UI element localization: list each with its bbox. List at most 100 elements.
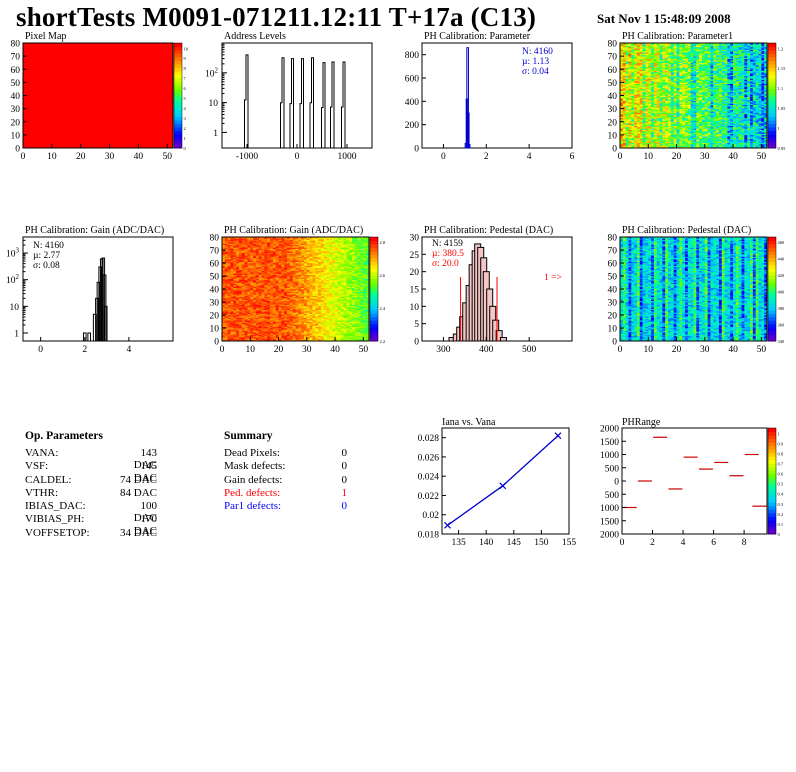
heatmap-cell: [755, 138, 759, 141]
heatmap-cell: [659, 141, 663, 144]
heatmap-cell: [750, 113, 754, 116]
heatmap-cell: [236, 265, 240, 268]
heatmap-cell: [651, 88, 655, 91]
heatmap-cell: [238, 337, 243, 339]
heatmap-cell: [659, 130, 663, 133]
heatmap-cell: [233, 239, 237, 242]
heatmap-cell: [230, 300, 234, 303]
heatmap-cell: [687, 71, 691, 74]
heatmap-cell: [761, 70, 765, 73]
heatmap-cell: [687, 123, 691, 125]
heatmap-cell: [721, 52, 725, 54]
heatmap-cell: [682, 75, 686, 78]
heatmap-cell: [707, 50, 711, 53]
heatmap-cell: [224, 253, 228, 256]
heatmap-cell: [651, 132, 655, 134]
heatmap-cell: [764, 88, 768, 91]
heatmap-cell: [227, 281, 231, 283]
heatmap-cell: [636, 62, 641, 65]
heatmap-cell: [738, 140, 742, 142]
heatmap-cell: [662, 82, 666, 84]
heatmap-cell: [653, 123, 658, 125]
heatmap-cell: [648, 70, 652, 73]
heatmap-cell: [758, 49, 762, 52]
heatmap-cell: [738, 73, 742, 75]
heatmap-cell: [662, 70, 666, 73]
heatmap-cell: [679, 79, 683, 82]
heatmap-cell: [727, 56, 731, 58]
heatmap-cell: [716, 86, 720, 88]
heatmap-cell: [238, 321, 243, 324]
heatmap-cell: [642, 144, 646, 146]
heatmap-cell: [724, 104, 728, 107]
heatmap-cell: [636, 92, 641, 95]
heatmap-cell: [634, 136, 638, 138]
heatmap-cell: [653, 112, 658, 115]
heatmap-cell: [682, 52, 686, 54]
heatmap-cell: [758, 92, 762, 95]
heatmap-cell: [707, 102, 711, 104]
heatmap-cell: [744, 43, 748, 45]
heatmap-cell: [710, 115, 714, 117]
heatmap-cell: [718, 61, 723, 63]
heatmap-cell: [733, 46, 737, 49]
heatmap-cell: [648, 146, 652, 149]
heatmap-cell: [690, 116, 694, 119]
heatmap-cell: [764, 125, 768, 128]
heatmap-cell: [699, 119, 703, 121]
heatmap-cell: [704, 50, 708, 53]
heatmap-cell: [750, 125, 754, 128]
heatmap-cell: [699, 87, 703, 90]
heatmap-cell: [222, 252, 226, 255]
heatmap-cell: [716, 49, 720, 52]
heatmap-cell: [704, 77, 708, 79]
heatmap-cell: [750, 83, 754, 86]
heatmap-cell: [628, 129, 632, 132]
heatmap-cell: [690, 79, 694, 82]
heatmap-cell: [670, 56, 675, 58]
heatmap-cell: [752, 48, 756, 50]
heatmap-cell: [620, 107, 624, 109]
heatmap-cell: [701, 104, 706, 107]
heatmap-cell: [656, 127, 660, 129]
heatmap-cell: [744, 132, 748, 134]
heatmap-cell: [238, 251, 243, 253]
heatmap-cell: [636, 44, 641, 46]
heatmap-cell: [710, 144, 714, 146]
heatmap-cell: [707, 115, 711, 117]
heatmap-cell: [707, 96, 711, 99]
heatmap-cell: [659, 100, 663, 103]
heatmap-cell: [685, 132, 689, 134]
heatmap-cell: [735, 92, 740, 95]
heatmap-cell: [750, 96, 754, 99]
heatmap-cell: [747, 75, 751, 78]
heatmap-cell: [651, 136, 655, 138]
heatmap-cell: [735, 83, 740, 86]
heatmap-cell: [693, 71, 697, 74]
heatmap-cell: [733, 79, 737, 82]
heatmap-cell: [668, 82, 672, 84]
heatmap-cell: [642, 44, 646, 46]
heatmap-cell: [227, 265, 231, 268]
heatmap-cell: [701, 69, 706, 71]
heatmap-cell: [634, 62, 638, 65]
heatmap-cell: [750, 127, 754, 129]
heatmap-cell: [653, 125, 658, 128]
heatmap-cell: [701, 95, 706, 98]
heatmap-cell: [727, 99, 731, 102]
heatmap-cell: [676, 74, 680, 77]
heatmap-cell: [676, 99, 680, 102]
heatmap-cell: [233, 257, 237, 260]
heatmap-cell: [764, 111, 768, 113]
heatmap-cell: [764, 96, 768, 99]
heatmap-cell: [758, 104, 762, 107]
heatmap-cell: [738, 44, 742, 46]
heatmap-cell: [676, 142, 680, 145]
heatmap-cell: [662, 127, 666, 129]
heatmap-cell: [636, 50, 641, 53]
heatmap-cell: [625, 144, 629, 146]
heatmap-cell: [622, 125, 626, 128]
palette-cell: [768, 127, 776, 131]
heatmap-cell: [233, 299, 237, 301]
heatmap-cell: [222, 266, 226, 269]
